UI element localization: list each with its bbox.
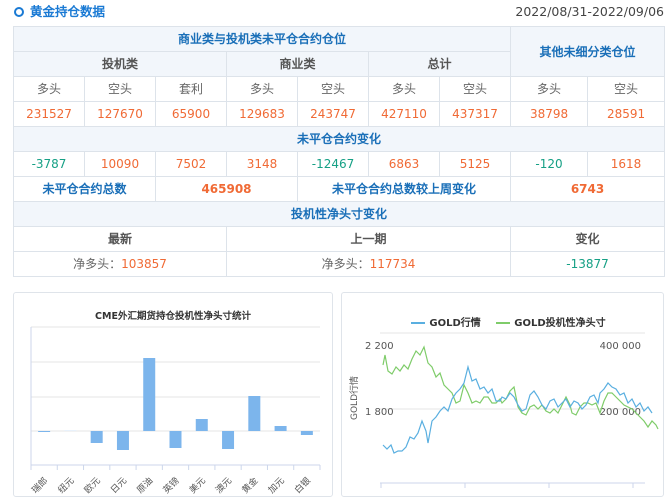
x-tick-label: 英镑 <box>160 475 181 496</box>
position-value: 231527 <box>13 101 85 127</box>
change-title: 未平仓合约变化 <box>12 126 666 152</box>
legend-swatch-position <box>496 322 511 324</box>
col-header: 多头 <box>226 76 298 102</box>
bar[interactable] <box>195 419 208 431</box>
net-change-value: -13877 <box>510 251 666 277</box>
position-value: 129683 <box>226 101 298 127</box>
bar[interactable] <box>116 431 129 450</box>
legend-swatch-price <box>411 322 426 324</box>
other-positions-title: 其他未细分类仓位 <box>510 26 666 77</box>
x-tick-label: 原油 <box>134 475 155 496</box>
net-prefix: 净多头： <box>73 257 122 271</box>
change-value: 10090 <box>84 151 156 177</box>
y-tick-right: 200 000 <box>600 407 641 418</box>
net-prefix: 净多头： <box>321 257 370 271</box>
weekly-change-value: 6743 <box>510 176 666 202</box>
changes-row: -3787 10090 7502 3148 -12467 6863 5125 -… <box>13 151 666 177</box>
x-tick-label: 日元 <box>109 475 130 496</box>
bar[interactable] <box>143 358 156 431</box>
x-tick-label: 澳元 <box>213 475 234 496</box>
x-tick-label: 瑞郎 <box>29 475 50 496</box>
section-title: 黄金持仓数据 <box>30 4 106 19</box>
net-values-row: 净多头：103857 净多头：117734 -13877 <box>13 251 666 277</box>
price-line <box>382 364 653 454</box>
x-tick-label: 欧元 <box>82 475 103 496</box>
position-value: 38798 <box>510 101 589 127</box>
net-header-row: 最新 上一期 变化 <box>13 226 666 252</box>
legend-price[interactable]: GOLD行情 <box>429 318 481 329</box>
net-previous-value: 117734 <box>369 257 416 271</box>
net-previous: 净多头：117734 <box>225 251 512 277</box>
net-header-change: 变化 <box>510 226 666 252</box>
net-header-latest: 最新 <box>13 226 227 252</box>
x-tick-label: 纽元 <box>55 475 76 496</box>
section1-title: 商业类与投机类未平仓合约仓位 <box>12 26 512 52</box>
position-value: 65900 <box>155 101 227 127</box>
chart-legend: GOLD行情 GOLD投机性净头寸 <box>342 314 663 329</box>
bar[interactable] <box>222 431 235 449</box>
group-commercial: 商业类 <box>226 51 369 77</box>
col-header: 多头 <box>510 76 589 102</box>
position-value: 28591 <box>587 101 666 127</box>
totals-row: 未平仓合约总数 465908 未平仓合约总数较上周变化 6743 <box>13 176 666 202</box>
column-header-row: 多头 空头 套利 多头 空头 多头 空头 多头 空头 <box>13 76 666 102</box>
y-tick-right: 400 000 <box>600 341 641 352</box>
positions-row: 231527 127670 65900 129683 243747 427110… <box>13 101 666 127</box>
col-header: 空头 <box>84 76 156 102</box>
net-header-previous: 上一期 <box>225 226 512 252</box>
col-header: 多头 <box>13 76 85 102</box>
position-value: 127670 <box>84 101 156 127</box>
group-total: 总计 <box>367 51 512 77</box>
total-value: 465908 <box>155 176 298 202</box>
net-latest: 净多头：103857 <box>13 251 227 277</box>
position-line <box>382 345 659 430</box>
bar[interactable] <box>90 431 103 443</box>
col-header: 空头 <box>438 76 512 102</box>
change-value: 3148 <box>226 151 298 177</box>
cme-net-position-chart: CME外汇期货持仓投机性净头寸统计 瑞郎 纽元 欧元 日元 原油 英镑 美元 澳元 黄金 加元 白银 <box>13 292 333 497</box>
net-position-title: 投机性净头寸变化 <box>12 201 666 227</box>
change-value: -12467 <box>297 151 369 177</box>
y-axis-title: GOLD行情 <box>348 376 360 420</box>
change-value: 6863 <box>368 151 440 177</box>
col-header: 多头 <box>368 76 440 102</box>
x-tick-label: 黄金 <box>239 475 260 496</box>
change-value: -3787 <box>13 151 85 177</box>
change-value: -120 <box>510 151 589 177</box>
change-value: 7502 <box>155 151 227 177</box>
position-value: 243747 <box>297 101 369 127</box>
weekly-change-label: 未平仓合约总数较上周变化 <box>296 176 512 202</box>
date-range: 2022/08/31-2022/09/06 <box>515 4 664 19</box>
col-header: 空头 <box>297 76 369 102</box>
position-value: 427110 <box>368 101 440 127</box>
bar[interactable] <box>169 431 182 448</box>
x-tick-label: 白银 <box>292 475 313 496</box>
y-tick-left: 2 200 <box>365 341 394 352</box>
col-header: 空头 <box>587 76 666 102</box>
change-value: 1618 <box>587 151 666 177</box>
section-header: 黄金持仓数据 2022/08/31-2022/09/06 <box>14 3 664 21</box>
line-chart-plot: 2 200 1 800 400 000 200 000 GOLD行情 <box>348 332 659 488</box>
bar[interactable] <box>274 426 287 431</box>
bar[interactable] <box>248 396 261 431</box>
bar[interactable] <box>64 430 77 431</box>
col-header: 套利 <box>155 76 227 102</box>
x-tick-label: 美元 <box>187 475 208 496</box>
positions-table: 商业类与投机类未平仓合约仓位 其他未细分类仓位 投机类 商业类 总计 多头 空头… <box>12 26 666 277</box>
gold-price-vs-position-chart: GOLD行情 GOLD投机性净头寸 2 200 1 800 400 000 20… <box>341 292 664 497</box>
bar[interactable] <box>38 431 51 432</box>
x-tick-label: 加元 <box>266 475 287 496</box>
bar-chart-plot: 瑞郎 纽元 欧元 日元 原油 英镑 美元 澳元 黄金 加元 白银 <box>29 326 321 496</box>
group-speculative: 投机类 <box>13 51 227 77</box>
y-tick-left: 1 800 <box>365 407 394 418</box>
chart-title: CME外汇期货持仓投机性净头寸统计 <box>95 311 251 322</box>
legend-position[interactable]: GOLD投机性净头寸 <box>514 318 606 329</box>
change-value: 5125 <box>438 151 512 177</box>
bar[interactable] <box>300 431 313 435</box>
net-latest-value: 103857 <box>121 257 167 271</box>
circle-bullet-icon <box>14 7 24 17</box>
total-label: 未平仓合约总数 <box>13 176 156 202</box>
position-value: 437317 <box>438 101 512 127</box>
